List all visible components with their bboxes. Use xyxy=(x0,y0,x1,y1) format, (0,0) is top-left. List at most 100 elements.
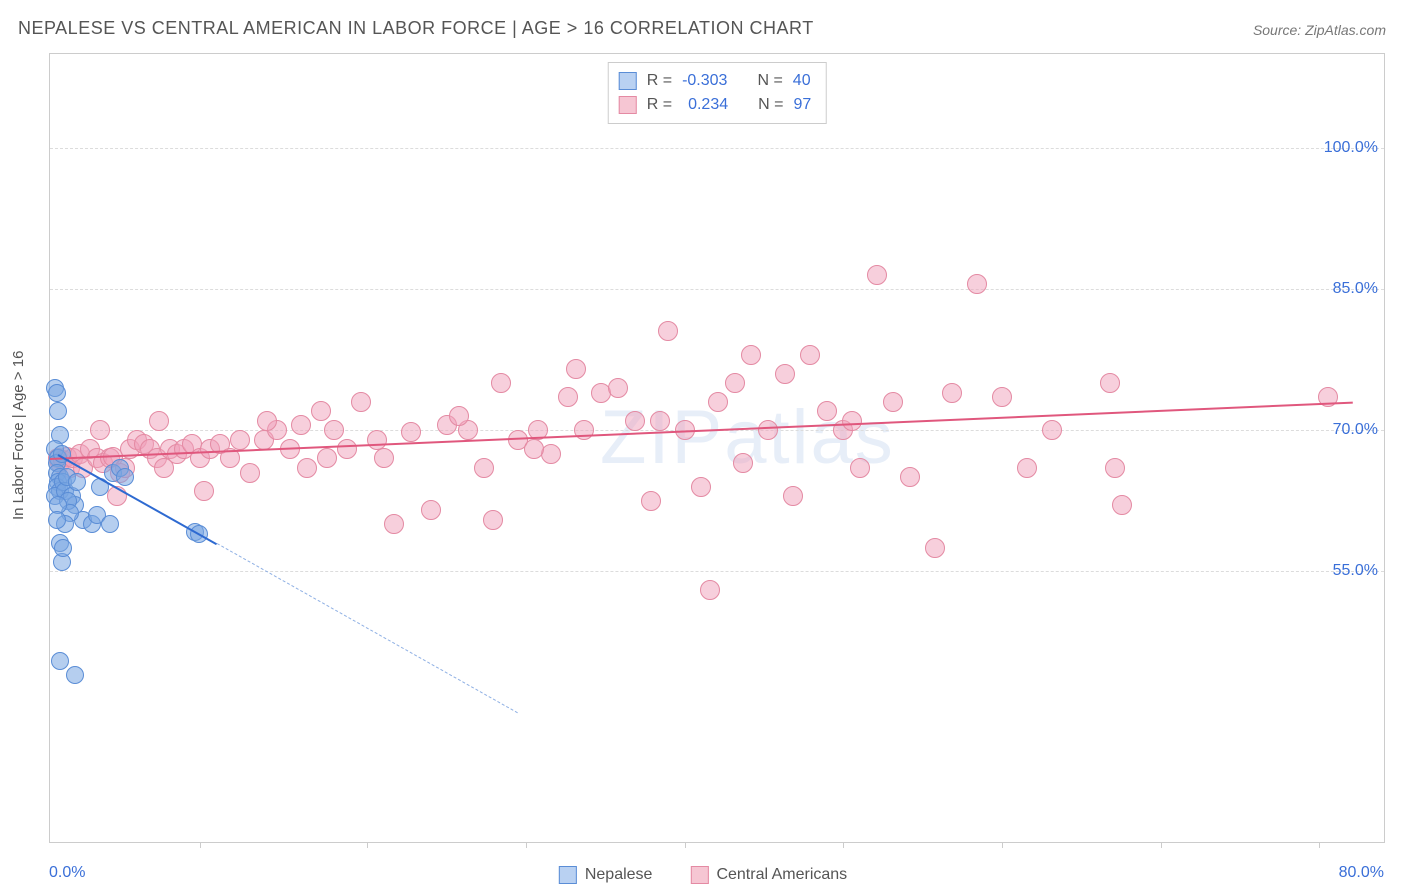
central-point xyxy=(775,364,795,384)
central-point xyxy=(658,321,678,341)
central-point xyxy=(257,411,277,431)
central-point xyxy=(842,411,862,431)
chart-title: NEPALESE VS CENTRAL AMERICAN IN LABOR FO… xyxy=(18,18,814,39)
central-point xyxy=(625,411,645,431)
x-tick xyxy=(1002,842,1003,848)
nepalese-point xyxy=(48,384,66,402)
x-tick xyxy=(526,842,527,848)
trendline-nepalese-ext xyxy=(217,543,518,713)
legend-r-value: -0.303 xyxy=(682,69,727,93)
central-point xyxy=(725,373,745,393)
central-point xyxy=(741,345,761,365)
swatch-nepalese xyxy=(619,72,637,90)
central-point xyxy=(850,458,870,478)
nepalese-point xyxy=(68,473,86,491)
legend-n-value: 40 xyxy=(793,69,811,93)
gridline xyxy=(50,571,1384,572)
central-point xyxy=(967,274,987,294)
central-point xyxy=(230,430,250,450)
nepalese-point xyxy=(116,468,134,486)
central-point xyxy=(90,420,110,440)
central-point xyxy=(317,448,337,468)
nepalese-point xyxy=(48,511,66,529)
central-point xyxy=(474,458,494,478)
nepalese-point xyxy=(51,652,69,670)
central-point xyxy=(291,415,311,435)
central-point xyxy=(449,406,469,426)
central-point xyxy=(1100,373,1120,393)
central-point xyxy=(700,580,720,600)
legend-r-value: 0.234 xyxy=(682,93,728,117)
central-point xyxy=(311,401,331,421)
y-axis-title: In Labor Force | Age > 16 xyxy=(10,351,27,520)
central-point xyxy=(384,514,404,534)
legend-n-value: 97 xyxy=(793,93,811,117)
central-point xyxy=(1017,458,1037,478)
legend-row-nepalese: R = -0.303 N = 40 xyxy=(619,69,812,93)
central-point xyxy=(367,430,387,450)
central-point xyxy=(1112,495,1132,515)
central-point xyxy=(1042,420,1062,440)
nepalese-point xyxy=(101,515,119,533)
central-point xyxy=(867,265,887,285)
central-point xyxy=(194,481,214,501)
central-point xyxy=(491,373,511,393)
swatch-nepalese-small xyxy=(559,866,577,884)
x-tick xyxy=(685,842,686,848)
series-legend: Nepalese Central Americans xyxy=(559,866,847,884)
x-tick xyxy=(1161,842,1162,848)
central-point xyxy=(1105,458,1125,478)
x-tick xyxy=(200,842,201,848)
x-min-label: 0.0% xyxy=(49,864,85,882)
gridline xyxy=(50,148,1384,149)
series-name-nepalese: Nepalese xyxy=(585,866,653,884)
nepalese-point xyxy=(54,539,72,557)
gridline xyxy=(50,289,1384,290)
central-point xyxy=(297,458,317,478)
central-point xyxy=(925,538,945,558)
legend-r-label: R = xyxy=(647,93,672,117)
central-point xyxy=(566,359,586,379)
central-point xyxy=(421,500,441,520)
x-tick xyxy=(367,842,368,848)
central-point xyxy=(483,510,503,530)
series-legend-nepalese: Nepalese xyxy=(559,866,653,884)
legend-n-label: N = xyxy=(757,69,782,93)
central-point xyxy=(401,422,421,442)
central-point xyxy=(817,401,837,421)
central-point xyxy=(149,411,169,431)
nepalese-point xyxy=(66,666,84,684)
source-credit: Source: ZipAtlas.com xyxy=(1253,22,1386,38)
central-point xyxy=(708,392,728,412)
central-point xyxy=(351,392,371,412)
x-tick xyxy=(1319,842,1320,848)
central-point xyxy=(608,378,628,398)
central-point xyxy=(574,420,594,440)
x-tick xyxy=(843,842,844,848)
y-tick-label: 55.0% xyxy=(1333,562,1378,580)
legend-n-label: N = xyxy=(758,93,783,117)
swatch-central xyxy=(619,96,637,114)
plot-area: ZIPatlas R = -0.303 N = 40 R = 0.234 N =… xyxy=(49,53,1385,843)
central-point xyxy=(758,420,778,440)
central-point xyxy=(733,453,753,473)
central-point xyxy=(374,448,394,468)
central-point xyxy=(240,463,260,483)
central-point xyxy=(883,392,903,412)
swatch-central-small xyxy=(690,866,708,884)
central-point xyxy=(558,387,578,407)
central-point xyxy=(324,420,344,440)
y-tick-label: 85.0% xyxy=(1333,280,1378,298)
central-point xyxy=(691,477,711,497)
nepalese-point xyxy=(49,402,67,420)
y-tick-label: 70.0% xyxy=(1333,421,1378,439)
central-point xyxy=(641,491,661,511)
x-max-label: 80.0% xyxy=(1339,864,1384,882)
central-point xyxy=(942,383,962,403)
central-point xyxy=(992,387,1012,407)
series-legend-central: Central Americans xyxy=(690,866,847,884)
central-point xyxy=(650,411,670,431)
legend-r-label: R = xyxy=(647,69,672,93)
central-point xyxy=(337,439,357,459)
central-point xyxy=(800,345,820,365)
